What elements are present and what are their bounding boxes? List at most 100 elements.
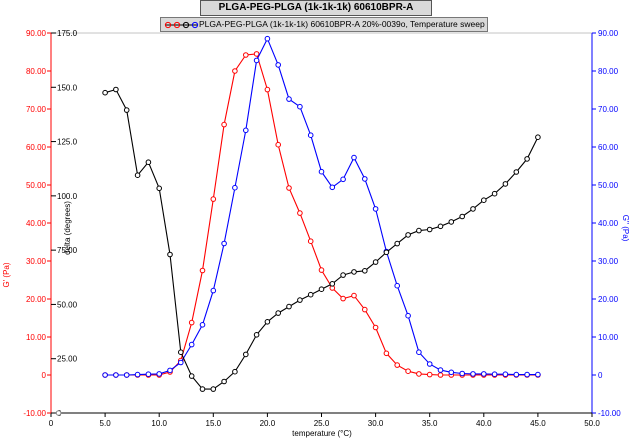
data-point-delta bbox=[362, 268, 368, 274]
x-tick-label: 50.0 bbox=[584, 419, 600, 428]
data-point-delta bbox=[405, 232, 411, 238]
data-point-g_double_prime bbox=[113, 372, 119, 378]
data-point-extra bbox=[55, 410, 62, 416]
y-right-tick-label: 30.00 bbox=[598, 257, 619, 266]
data-point-g_prime bbox=[221, 121, 227, 128]
data-point-g_prime bbox=[394, 362, 401, 368]
y-right-tick-label: 40.00 bbox=[598, 219, 619, 228]
data-point-delta bbox=[243, 351, 249, 358]
data-point-g_double_prime bbox=[297, 103, 303, 110]
data-point-delta bbox=[481, 197, 487, 203]
data-point-delta bbox=[145, 159, 152, 165]
data-point-g_double_prime bbox=[167, 367, 173, 374]
y-left-tick-label: 90.00 bbox=[26, 29, 47, 38]
data-point-g_prime bbox=[210, 196, 217, 202]
data-point-g_double_prime bbox=[243, 127, 249, 134]
data-point-g_prime bbox=[232, 68, 238, 74]
data-point-delta bbox=[232, 368, 238, 375]
y-right-tick-label: -10.00 bbox=[598, 409, 621, 418]
data-point-g_double_prime bbox=[513, 371, 520, 378]
y-left-tick-label: 40.00 bbox=[26, 219, 47, 228]
y-delta-tick-label: 175.0 bbox=[57, 29, 78, 38]
data-point-delta bbox=[459, 213, 466, 220]
data-point-g_prime bbox=[362, 306, 368, 313]
data-point-g_double_prime bbox=[199, 322, 206, 328]
data-point-g_double_prime bbox=[481, 371, 487, 377]
data-point-g_double_prime bbox=[351, 154, 357, 161]
data-point-g_double_prime bbox=[275, 62, 282, 68]
data-point-g_double_prime bbox=[340, 176, 346, 183]
data-point-delta bbox=[307, 291, 314, 298]
data-point-delta bbox=[264, 319, 271, 325]
data-point-delta bbox=[470, 206, 476, 212]
data-point-g_double_prime bbox=[535, 371, 541, 378]
data-point-g_prime bbox=[383, 350, 390, 357]
x-tick-label: 25.0 bbox=[314, 419, 330, 428]
data-point-delta bbox=[102, 89, 108, 96]
x-tick-label: 15.0 bbox=[206, 419, 222, 428]
data-point-g_double_prime bbox=[156, 371, 162, 377]
x-tick-label: 45.0 bbox=[530, 419, 546, 428]
data-point-delta bbox=[351, 269, 357, 275]
data-point-delta bbox=[340, 272, 346, 278]
data-point-delta bbox=[188, 373, 195, 379]
data-point-delta bbox=[383, 249, 390, 256]
data-point-delta bbox=[502, 181, 509, 187]
x-tick-label: 20.0 bbox=[260, 419, 276, 428]
data-point-g_prime bbox=[372, 324, 379, 331]
series-layer bbox=[55, 35, 541, 416]
data-point-delta bbox=[394, 240, 401, 247]
data-point-g_prime bbox=[437, 372, 444, 378]
chart-title: PLGA-PEG-PLGA (1k-1k-1k) 60610BPR-A 20%-… bbox=[200, 0, 432, 27]
y-left-tick-label: 0 bbox=[42, 371, 47, 380]
data-point-g_double_prime bbox=[286, 96, 292, 102]
y-left-tick-label: 20.00 bbox=[26, 295, 47, 304]
y-delta-tick-label: 25.00 bbox=[57, 355, 78, 364]
y-left-tick-label: 30.00 bbox=[26, 257, 47, 266]
data-point-g_prime bbox=[286, 185, 292, 191]
data-point-g_double_prime bbox=[491, 371, 498, 378]
data-point-g_double_prime bbox=[524, 371, 530, 378]
data-point-g_double_prime bbox=[210, 287, 217, 294]
data-point-delta bbox=[513, 169, 520, 175]
x-tick-label: 30.0 bbox=[368, 419, 384, 428]
data-point-g_prime bbox=[405, 368, 411, 375]
data-point-g_double_prime bbox=[426, 361, 433, 367]
data-point-g_double_prime bbox=[178, 359, 184, 366]
y-delta-tick-label: 100.0 bbox=[57, 192, 78, 201]
data-point-delta bbox=[123, 107, 130, 113]
data-point-g_double_prime bbox=[437, 367, 444, 373]
data-point-delta bbox=[297, 297, 303, 303]
x-tick-label: 35.0 bbox=[422, 419, 438, 428]
data-point-g_double_prime bbox=[318, 168, 325, 175]
data-point-g_prime bbox=[307, 238, 314, 244]
y-right-tick-label: 50.00 bbox=[598, 181, 619, 190]
data-point-g_double_prime bbox=[394, 282, 401, 289]
data-point-delta bbox=[286, 303, 292, 310]
data-point-delta bbox=[448, 219, 455, 225]
y-delta-tick-label: 150.0 bbox=[57, 83, 78, 92]
y-right-tick-label: 80.00 bbox=[598, 67, 619, 76]
y-left-tick-label: 70.00 bbox=[26, 105, 47, 114]
y-delta-axis-label: delta (degrees) bbox=[63, 201, 72, 255]
x-tick-label: 40.0 bbox=[476, 419, 492, 428]
data-point-g_double_prime bbox=[448, 369, 455, 376]
series-line-g_prime bbox=[105, 53, 538, 376]
data-point-delta bbox=[156, 185, 162, 192]
data-point-delta bbox=[535, 134, 541, 140]
y-right-tick-label: 0 bbox=[598, 371, 603, 380]
data-point-delta bbox=[275, 310, 282, 316]
data-point-g_prime bbox=[297, 210, 303, 216]
data-point-g_double_prime bbox=[123, 372, 130, 378]
data-point-delta bbox=[437, 223, 444, 230]
y-right-tick-label: 60.00 bbox=[598, 143, 619, 152]
y-left-tick-label: -10.00 bbox=[23, 409, 46, 418]
data-point-delta bbox=[491, 190, 498, 197]
data-point-delta bbox=[167, 251, 173, 258]
data-point-g_double_prime bbox=[362, 176, 368, 182]
data-point-g_prime bbox=[264, 86, 271, 93]
data-point-g_prime bbox=[253, 51, 260, 57]
y-left-tick-label: 80.00 bbox=[26, 67, 47, 76]
data-point-g_prime bbox=[426, 371, 433, 378]
data-point-g_double_prime bbox=[221, 240, 227, 247]
